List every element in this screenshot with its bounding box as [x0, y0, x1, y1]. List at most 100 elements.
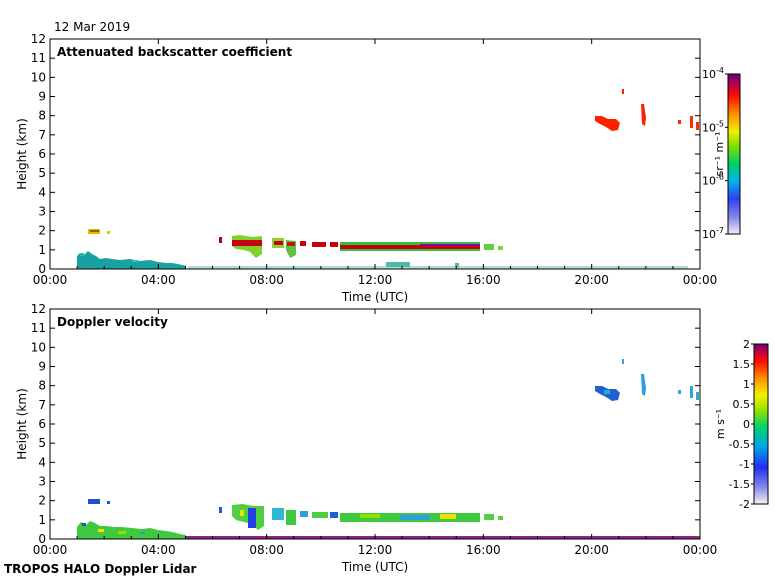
backscatter-cloud-base [340, 245, 480, 249]
backscatter-y-tick-label: 10 [31, 70, 46, 84]
velocity-cloud-base [360, 514, 380, 518]
velocity-colorbar-unit: m s⁻¹ [714, 409, 727, 439]
backscatter-cirrus [678, 120, 681, 124]
backscatter-cloud-base [232, 240, 262, 246]
backscatter-surface-trace [386, 262, 410, 267]
velocity-cloud-base [400, 515, 430, 520]
backscatter-aerosol-2km [90, 230, 99, 232]
velocity-cloud-base [240, 510, 244, 516]
velocity-colorbar-tick-label: -1.5 [729, 478, 750, 491]
velocity-colorbar-tick-label: 2 [743, 338, 750, 351]
velocity-x-tick-label: 00:00 [33, 543, 68, 557]
velocity-y-tick-label: 1 [38, 513, 46, 527]
velocity-y-axis-label: Height (km) [15, 388, 29, 459]
velocity-y-tick-label: 11 [31, 321, 46, 335]
backscatter-x-tick-label: 00:00 [33, 273, 68, 287]
backscatter-y-tick-label: 8 [38, 109, 46, 123]
backscatter-cloud-base [330, 242, 338, 247]
velocity-y-tick-label: 7 [38, 398, 46, 412]
backscatter-cloud-base [484, 244, 494, 250]
velocity-cloud-base [312, 512, 328, 518]
backscatter-y-tick-label: 9 [38, 90, 46, 104]
backscatter-cloud-base [300, 241, 306, 246]
velocity-title: Doppler velocity [57, 315, 168, 329]
velocity-colorbar-ticks: -2 -1.5 -1 -0.5 0 0.5 1 1.5 2 [729, 338, 754, 511]
velocity-x-tick-label: 04:00 [141, 543, 176, 557]
backscatter-cloud-base [312, 242, 326, 247]
backscatter-x-tick-label: 20:00 [574, 273, 609, 287]
velocity-aerosol-2km [88, 499, 100, 504]
backscatter-x-axis-label: Time (UTC) [341, 290, 408, 304]
velocity-y-tick-label: 10 [31, 340, 46, 354]
velocity-cloud-base [440, 514, 456, 519]
velocity-cloud-base [248, 508, 256, 528]
velocity-cloud-base [498, 516, 503, 520]
backscatter-x-tick-label: 04:00 [141, 273, 176, 287]
velocity-y-tick-label: 3 [38, 475, 46, 489]
velocity-y-tick-label: 8 [38, 379, 46, 393]
backscatter-y-tick-label: 11 [31, 51, 46, 65]
backscatter-surface-trace [188, 266, 688, 269]
velocity-x-tick-label: 16:00 [466, 543, 501, 557]
backscatter-x-tick-label: 12:00 [358, 273, 393, 287]
velocity-x-axis: 00:00 04:00 08:00 12:00 16:00 20:00 00:00 [33, 309, 718, 557]
velocity-y-tick-label: 5 [38, 436, 46, 450]
backscatter-cirrus [595, 116, 620, 131]
backscatter-surface-trace [455, 263, 459, 267]
velocity-cirrus [622, 359, 624, 364]
velocity-colorbar [753, 343, 769, 505]
backscatter-y-tick-label: 0 [38, 262, 46, 276]
backscatter-y-tick-label: 4 [38, 185, 46, 199]
backscatter-x-tick-label: 16:00 [466, 273, 501, 287]
velocity-boundary-layer-speckle [82, 523, 86, 526]
velocity-surface-trace [186, 536, 700, 539]
backscatter-title: Attenuated backscatter coefficient [57, 45, 292, 59]
velocity-cloud-base [300, 511, 308, 517]
velocity-x-tick-label: 00:00 [683, 543, 718, 557]
velocity-x-tick-label: 20:00 [574, 543, 609, 557]
velocity-y-tick-label: 12 [31, 302, 46, 316]
velocity-cloud-base [330, 512, 338, 518]
backscatter-y-tick-label: 12 [31, 32, 46, 46]
backscatter-cirrus [641, 104, 646, 126]
velocity-cloud-base [272, 508, 284, 520]
velocity-boundary-layer-speckle [118, 531, 126, 534]
backscatter-y-tick-label: 2 [38, 224, 46, 238]
backscatter-cirrus [690, 116, 693, 128]
backscatter-colorbar-tick-label: 10-5 [702, 119, 724, 134]
backscatter-y-tick-label: 7 [38, 128, 46, 142]
velocity-colorbar-tick-label: 1 [743, 378, 750, 391]
backscatter-x-axis: 00:00 04:00 08:00 12:00 16:00 20:00 00:00 [33, 39, 718, 287]
velocity-cloud-base [484, 514, 494, 520]
velocity-cirrus [678, 390, 681, 394]
velocity-cirrus [690, 386, 693, 398]
backscatter-colorbar-ticks: 10-7 10-6 10-5 10-4 [702, 66, 728, 241]
velocity-cirrus [696, 392, 699, 400]
velocity-y-tick-label: 6 [38, 417, 46, 431]
backscatter-y-tick-label: 3 [38, 205, 46, 219]
footer-label: TROPOS HALO Doppler Lidar [4, 562, 197, 576]
velocity-colorbar-tick-label: 1.5 [733, 358, 751, 371]
velocity-colorbar-tick-label: -1 [739, 458, 750, 471]
velocity-colorbar-tick-label: -0.5 [729, 438, 750, 451]
velocity-cirrus [604, 390, 610, 394]
backscatter-boundary-layer-speckle [80, 253, 84, 256]
velocity-x-tick-label: 12:00 [358, 543, 393, 557]
backscatter-panel: Attenuated backscatter coefficient 0 12 3 4… [15, 32, 741, 304]
velocity-y-tick-label: 2 [38, 494, 46, 508]
backscatter-x-tick-label: 00:00 [683, 273, 718, 287]
backscatter-cloud-base [287, 242, 295, 246]
backscatter-cirrus [622, 89, 624, 94]
backscatter-cloud-base [274, 241, 283, 245]
velocity-colorbar-tick-label: 0.5 [733, 398, 751, 411]
velocity-colorbar-tick-label: 0 [743, 418, 750, 431]
backscatter-colorbar-tick-label: 10-6 [702, 173, 724, 188]
backscatter-y-tick-label: 6 [38, 147, 46, 161]
velocity-boundary-layer-speckle [98, 529, 104, 532]
velocity-y-tick-label: 4 [38, 455, 46, 469]
backscatter-cirrus [696, 122, 699, 130]
backscatter-colorbar-tick-label: 10-7 [702, 226, 724, 241]
backscatter-aerosol-2km [107, 231, 110, 234]
